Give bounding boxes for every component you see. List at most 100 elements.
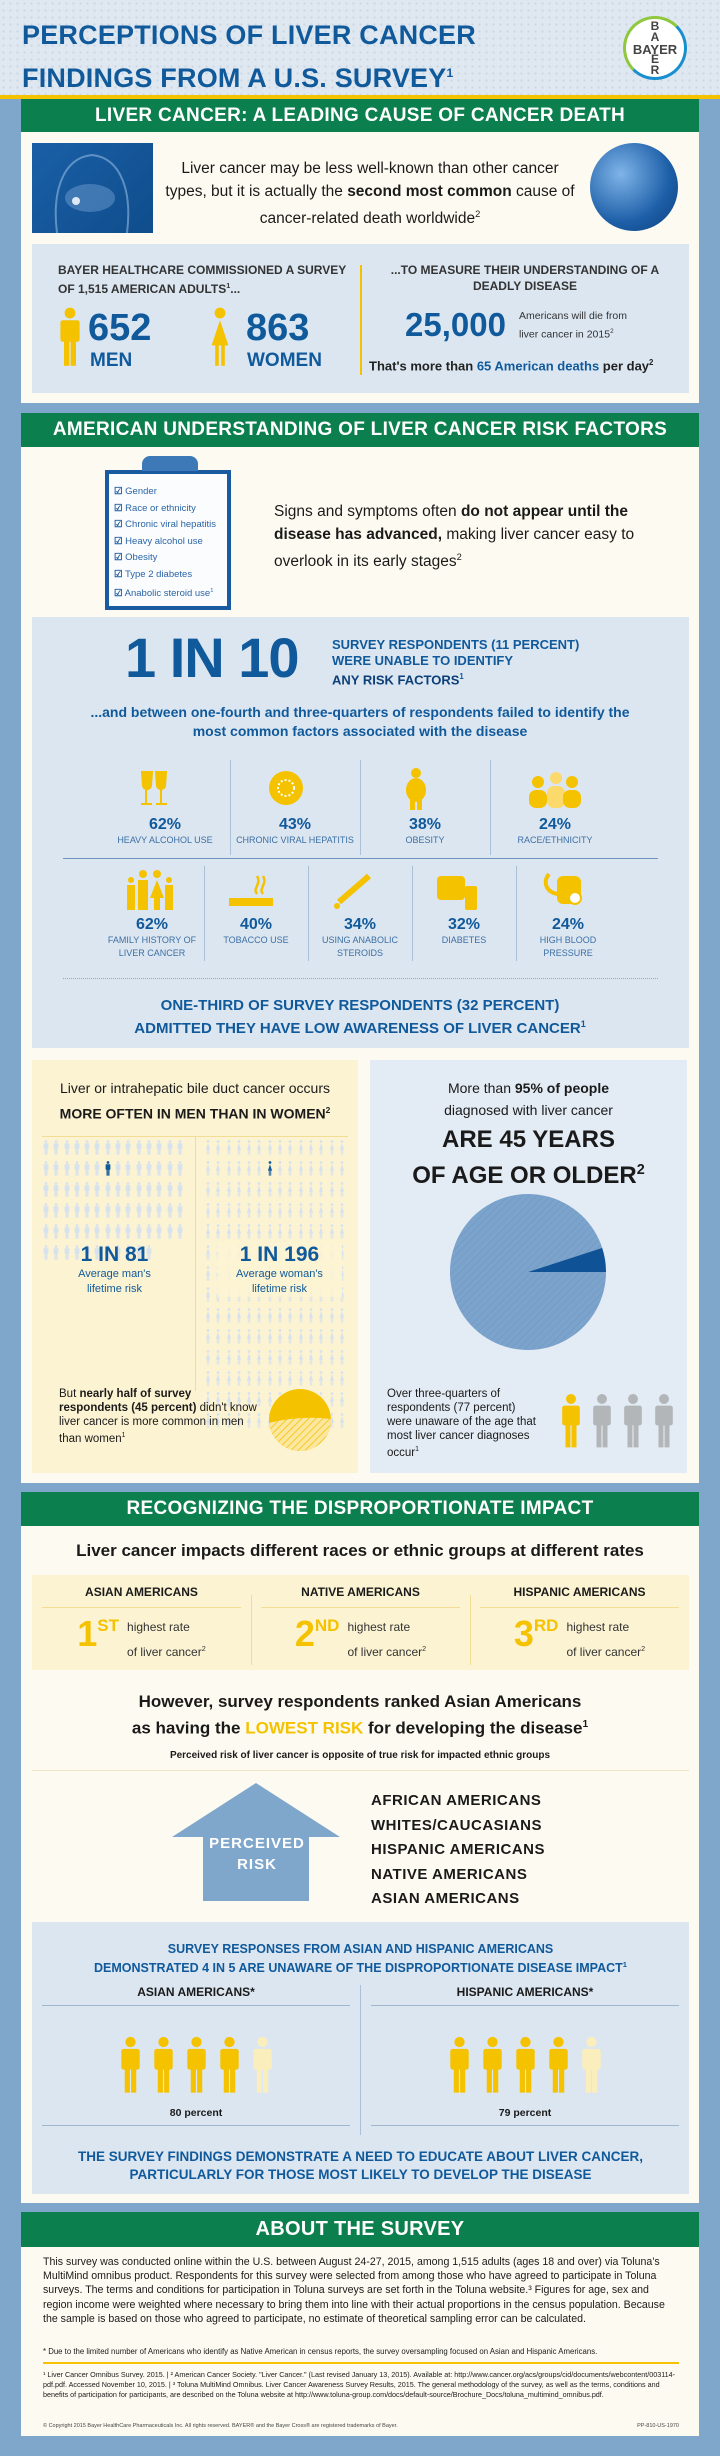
person-icon — [214, 1224, 224, 1244]
person-icon — [225, 1224, 235, 1244]
person-icon — [83, 1182, 93, 1202]
divider — [43, 2362, 679, 2364]
person-icon — [307, 1224, 317, 1244]
rank-group: ASIAN AMERICANS — [42, 1585, 241, 1608]
aware-person-icon — [580, 2034, 603, 2101]
survey-heading: BAYER HEALTHCARE COMMISSIONED A SURVEY O… — [58, 263, 347, 296]
checkbox-checked-icon: ☑ — [114, 502, 123, 514]
men-risk: 1 IN 81 Average man's lifetime risk — [78, 1243, 151, 1295]
person-icon — [245, 1161, 255, 1181]
person-icon — [286, 1329, 296, 1349]
half-unaware-text: But nearly half of survey respondents (4… — [59, 1388, 257, 1445]
person-icon — [166, 1161, 176, 1181]
person-icon — [225, 1203, 235, 1223]
person-icon — [317, 1203, 327, 1223]
person-icon — [328, 1308, 338, 1328]
divider — [412, 866, 413, 961]
person-icon — [338, 1140, 348, 1160]
person-icon — [307, 1308, 317, 1328]
risk-factor-label: OBESITY — [405, 835, 445, 845]
rank-group: HISPANIC AMERICANS — [480, 1585, 679, 1608]
person-icon — [338, 1203, 348, 1223]
risk-factor: 38% OBESITY — [360, 766, 490, 847]
checkbox-checked-icon: ☑ — [114, 568, 123, 580]
person-icon — [52, 1203, 62, 1223]
risk-factor: 32% DIABETES — [412, 866, 516, 947]
person-icon — [245, 1308, 255, 1328]
rank-text: highest rate of liver cancer2 — [566, 1620, 646, 1659]
person-icon — [235, 1140, 245, 1160]
person-icon — [83, 1245, 93, 1265]
person-icon — [266, 1203, 276, 1223]
unaware-person-icon — [514, 2034, 537, 2101]
perceived-risk-item: ASIAN AMERICANS — [371, 1890, 520, 1907]
person-icon — [276, 1182, 286, 1202]
person-icon — [104, 1203, 114, 1223]
conclusion-text: THE SURVEY FINDINGS DEMONSTRATE A NEED T… — [77, 2149, 644, 2182]
person-icon — [235, 1224, 245, 1244]
risk-factor-percent: 62% — [135, 916, 169, 933]
unaware-person-icon — [119, 2034, 142, 2101]
person-icon — [225, 1329, 235, 1349]
person-icon — [83, 1161, 93, 1181]
person-icon — [245, 1329, 255, 1349]
man-icon — [58, 307, 82, 372]
about-body: This survey was conducted online within … — [43, 2256, 665, 2325]
person-icon — [266, 1140, 276, 1160]
one-in-ten: 1 IN 10 — [125, 626, 300, 689]
person-icon — [286, 1308, 296, 1328]
virus-icon — [230, 766, 360, 816]
rank-number: 2 — [294, 1613, 315, 1654]
person-icon — [307, 1371, 317, 1391]
person-icon — [338, 1392, 348, 1412]
person-icon — [307, 1350, 317, 1370]
person-icon — [225, 1413, 235, 1433]
person-icon — [328, 1392, 338, 1412]
checklist-item: ☑ Anabolic steroid use1 — [114, 588, 214, 600]
risk-factor: 40% TOBACCO USE — [204, 866, 308, 947]
checkbox-checked-icon: ☑ — [114, 486, 123, 497]
person-icon — [653, 1390, 675, 1457]
person-icon — [114, 1140, 124, 1160]
person-icon — [204, 1329, 214, 1349]
person-icon — [297, 1371, 307, 1391]
person-icon — [328, 1203, 338, 1223]
unaware-person-icon — [547, 2034, 570, 2101]
person-icon — [307, 1329, 317, 1349]
person-icon — [245, 1224, 255, 1244]
person-icon — [225, 1392, 235, 1412]
risk-factor-percent: 43% — [278, 816, 312, 833]
person-icon — [235, 1182, 245, 1202]
person-icon — [42, 1182, 52, 1202]
person-icon — [93, 1182, 103, 1202]
rank-number: 3 — [513, 1613, 534, 1654]
ranks-box — [32, 1575, 689, 1670]
unaware-person-icon — [152, 2034, 175, 2101]
person-icon — [214, 1350, 224, 1370]
person-icon — [204, 1287, 214, 1307]
risk-factor: 62% HEAVY ALCOHOL USE — [100, 766, 230, 847]
copyright: © Copyright 2015 Bayer HealthCare Pharma… — [43, 2423, 398, 2429]
person-icon — [255, 1413, 265, 1433]
risk-factor-label: DIABETES — [441, 935, 487, 945]
section-banner: RECOGNIZING THE DISPROPORTIONATE IMPACT — [21, 1492, 699, 1526]
person-icon — [266, 1224, 276, 1244]
responses-text: SURVEY RESPONSES FROM ASIAN AND HISPANIC… — [94, 1942, 627, 1976]
person-icon — [307, 1203, 317, 1223]
person-icon — [124, 1245, 134, 1265]
risk-factor-percent: 34% — [343, 916, 377, 933]
divider — [204, 866, 205, 961]
person-icon — [204, 1413, 214, 1433]
person-icon — [317, 1308, 327, 1328]
measure-heading: ...TO MEASURE THEIR UNDERSTANDING OF A D… — [390, 263, 660, 293]
person-icon — [114, 1182, 124, 1202]
men-risk-grid — [42, 1140, 187, 1260]
person-icon — [166, 1224, 176, 1244]
person-icon — [255, 1371, 265, 1391]
divider — [490, 760, 491, 855]
person-icon — [235, 1413, 245, 1433]
person-icon — [73, 1140, 83, 1160]
person-icon — [145, 1182, 155, 1202]
perceived-note: Perceived risk of liver cancer is opposi… — [169, 1750, 551, 1761]
rank-suffix: RD — [533, 1616, 559, 1635]
